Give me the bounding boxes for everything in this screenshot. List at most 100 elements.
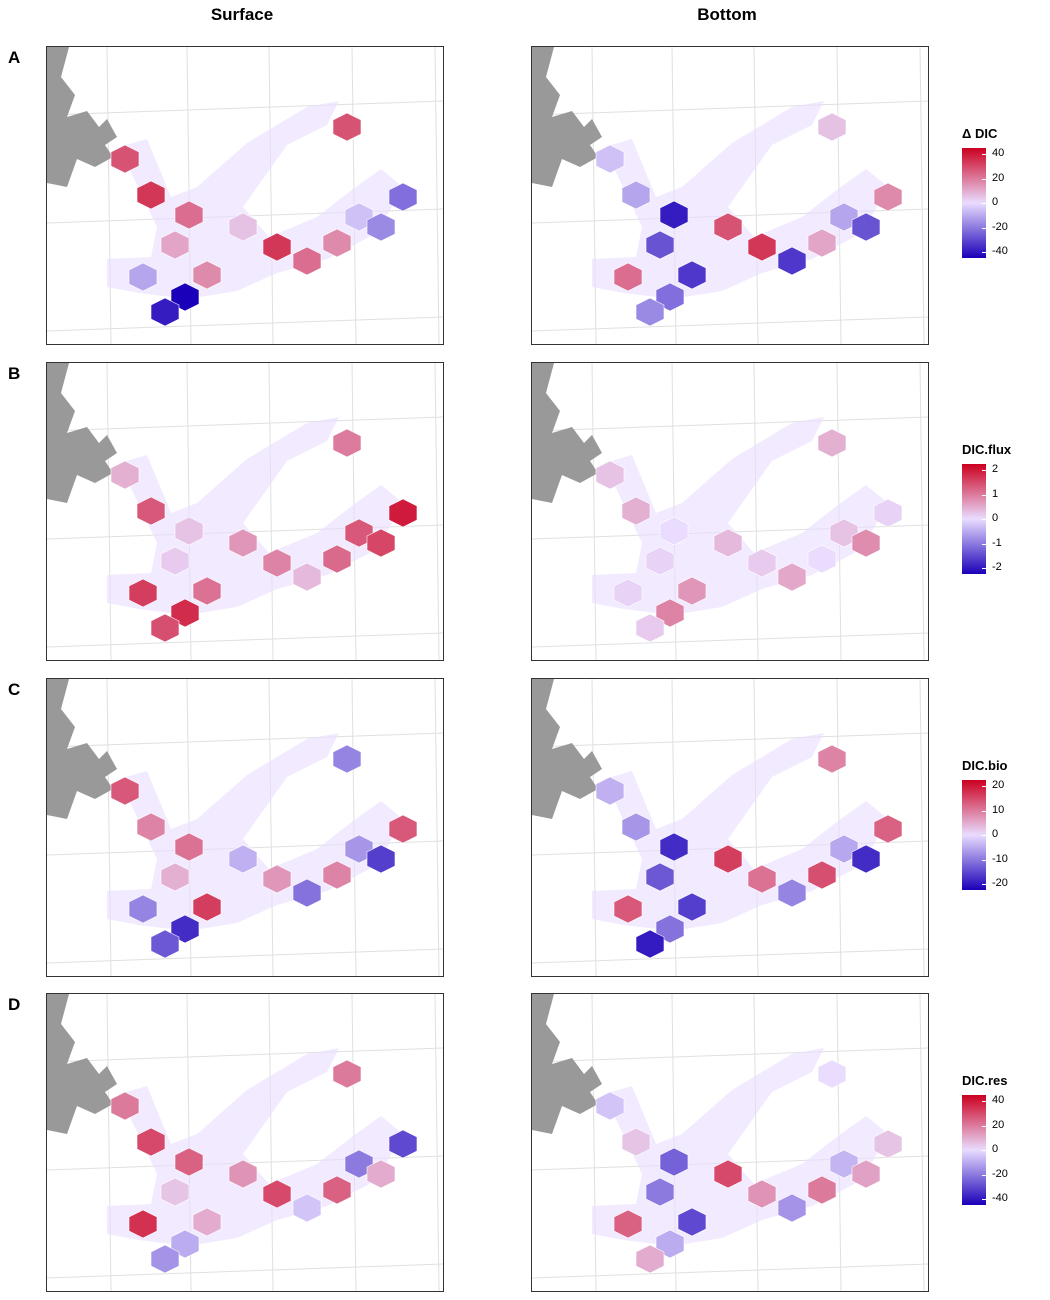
graticule-line xyxy=(47,632,443,648)
map-cell xyxy=(170,282,200,312)
map-panel-d-surface xyxy=(46,993,444,1292)
map-cell xyxy=(829,1149,859,1179)
map-cell xyxy=(829,518,859,548)
legend-tick-label: -20 xyxy=(992,1167,1008,1180)
legend-title: DIC.res xyxy=(962,1073,1008,1088)
map-cell xyxy=(777,246,807,276)
map-cell xyxy=(344,1149,374,1179)
legend-a: Δ DIC 40 20 0 -20 -40 xyxy=(962,126,1008,258)
map-cell xyxy=(322,1175,352,1205)
graticule-line xyxy=(591,47,597,344)
map-cell xyxy=(388,1129,418,1159)
legend-tick-mark xyxy=(982,543,986,545)
map-cell xyxy=(332,112,362,142)
graticule-line xyxy=(753,47,759,344)
map-cell xyxy=(292,246,322,276)
map-cell xyxy=(747,232,777,262)
map-cell xyxy=(322,228,352,258)
legend-tick-label: 20 xyxy=(992,171,1005,184)
map-cell xyxy=(655,1229,685,1259)
map-cell xyxy=(174,516,204,546)
map-cell xyxy=(174,200,204,230)
land-mass xyxy=(532,994,602,1134)
map-cell xyxy=(332,428,362,458)
map-svg xyxy=(532,679,928,976)
map-cell xyxy=(873,814,903,844)
map-cell xyxy=(170,1229,200,1259)
map-cell xyxy=(150,613,180,643)
graticule-line xyxy=(47,948,443,964)
graticule-line xyxy=(753,679,759,976)
map-svg xyxy=(47,47,443,344)
legend-tick-mark xyxy=(982,154,986,155)
map-cell xyxy=(174,1147,204,1177)
map-cell xyxy=(366,1159,396,1189)
map-cell xyxy=(110,144,140,174)
land-mass xyxy=(532,679,602,819)
map-cell xyxy=(777,878,807,908)
map-cell xyxy=(677,892,707,922)
map-cell xyxy=(655,282,685,312)
map-cell xyxy=(613,1209,643,1239)
graticule-line xyxy=(532,1047,928,1063)
map-cell xyxy=(344,834,374,864)
map-panel-b-bottom xyxy=(531,362,929,661)
map-cell xyxy=(332,744,362,774)
legend-tick-mark xyxy=(982,810,986,812)
graticule-line xyxy=(591,679,597,976)
land-mass xyxy=(47,47,117,187)
map-cell xyxy=(613,894,643,924)
map-cell xyxy=(817,1059,847,1089)
graticule-line xyxy=(919,994,925,1291)
map-cell xyxy=(160,862,190,892)
legend-tick-mark xyxy=(982,252,986,253)
map-cell xyxy=(228,528,258,558)
graticule-line xyxy=(591,994,597,1291)
map-cell xyxy=(170,598,200,628)
legend-tick-label: -10 xyxy=(992,852,1008,865)
map-cell xyxy=(150,1244,180,1274)
legend-tick-label: 0 xyxy=(992,512,999,524)
map-cell xyxy=(366,528,396,558)
map-cell xyxy=(713,844,743,874)
map-cell xyxy=(747,1179,777,1209)
map-cell xyxy=(621,496,651,526)
map-cell xyxy=(292,562,322,592)
map-cell xyxy=(262,232,292,262)
map-cell xyxy=(851,1159,881,1189)
graticule-line xyxy=(268,679,274,976)
legend-title: DIC.bio xyxy=(962,758,1008,773)
map-cell xyxy=(873,498,903,528)
row-label-b: B xyxy=(8,364,21,383)
legend-tick-label: 20 xyxy=(992,1118,1005,1131)
map-panel-c-surface xyxy=(46,678,444,977)
map-svg xyxy=(47,994,443,1291)
map-cell xyxy=(817,744,847,774)
graticule-line xyxy=(47,732,443,748)
map-cell xyxy=(829,834,859,864)
map-cell xyxy=(160,230,190,260)
map-cell xyxy=(136,496,166,526)
graticule-line xyxy=(434,679,440,976)
legend-title: Δ DIC xyxy=(962,126,998,141)
legend-tick-mark xyxy=(982,470,986,471)
map-panel-d-bottom xyxy=(531,993,929,1292)
legend-tick-mark xyxy=(982,203,986,204)
map-cell xyxy=(807,228,837,258)
legend-tick-label: 40 xyxy=(992,147,1005,159)
map-cell xyxy=(851,212,881,242)
graticule-line xyxy=(591,363,597,660)
map-svg xyxy=(47,363,443,660)
map-cell xyxy=(128,262,158,292)
map-cell xyxy=(635,929,665,959)
map-cell xyxy=(292,1193,322,1223)
map-cell xyxy=(366,212,396,242)
legend-tick-label: 20 xyxy=(992,779,1005,791)
graticule-line xyxy=(919,47,925,344)
legend-tick-mark xyxy=(982,884,986,885)
map-cell xyxy=(829,202,859,232)
graticule-line xyxy=(106,994,112,1291)
graticule-line xyxy=(106,679,112,976)
legend-tick-label: 40 xyxy=(992,1094,1005,1106)
map-cell xyxy=(388,182,418,212)
